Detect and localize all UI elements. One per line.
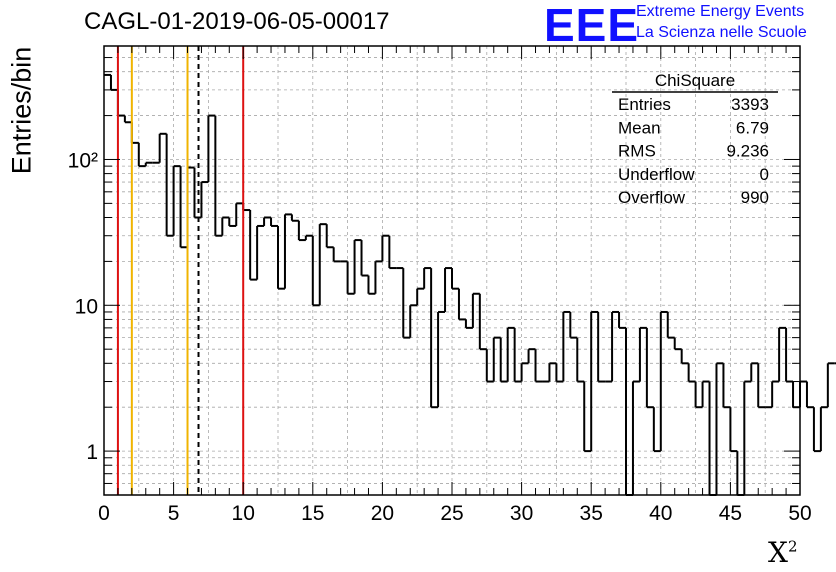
x-tick-label: 20	[371, 502, 394, 525]
logo-subtitle-line2: La Scienza nelle Scuole	[636, 24, 807, 41]
x-axis-label-superscript: 2	[787, 537, 798, 556]
stats-label: Underflow	[618, 165, 695, 184]
x-tick-label: 15	[301, 502, 324, 525]
chart-title: CAGL-01-2019-06-05-00017	[84, 8, 390, 35]
stats-value: 0	[760, 165, 769, 184]
x-tick-label: 35	[580, 502, 603, 525]
stats-title: ChiSquare	[655, 71, 735, 90]
stats-value: 9.236	[726, 142, 769, 161]
x-tick-label: 0	[98, 502, 110, 525]
histogram-bars	[104, 73, 836, 496]
stats-label: Mean	[618, 118, 661, 137]
x-tick-label: 30	[510, 502, 533, 525]
stats-box: ChiSquare Entries 3393 Mean 6.79 RMS 9.236 Unde…	[612, 71, 778, 207]
reference-lines	[116, 46, 245, 495]
x-axis-label-base: X	[768, 536, 788, 569]
x-tick-label: 40	[649, 502, 672, 525]
stats-label: Entries	[618, 95, 671, 114]
y-tick-label: 10	[75, 295, 98, 318]
x-tick-label: 50	[788, 502, 811, 525]
grid	[103, 45, 801, 496]
stats-value: 6.79	[736, 118, 769, 137]
axis-ticks: 0 5 10 15 20 25 30 35 40 45 50 1 10 10²	[68, 45, 812, 525]
x-tick-label: 5	[168, 502, 180, 525]
x-axis-label: X2	[768, 536, 797, 569]
x-tick-label: 45	[719, 502, 742, 525]
stats-label: Overflow	[618, 188, 686, 207]
stats-value: 990	[741, 188, 769, 207]
eee-logo: EEE	[544, 0, 640, 51]
stats-label: RMS	[618, 142, 656, 161]
x-tick-label: 10	[232, 502, 255, 525]
y-tick-label: 1	[86, 441, 98, 464]
x-tick-label: 25	[440, 502, 463, 525]
logo-subtitle-line1: Extreme Energy Events	[636, 3, 805, 20]
stats-value: 3393	[731, 95, 769, 114]
y-tick-label: 10²	[68, 149, 98, 172]
